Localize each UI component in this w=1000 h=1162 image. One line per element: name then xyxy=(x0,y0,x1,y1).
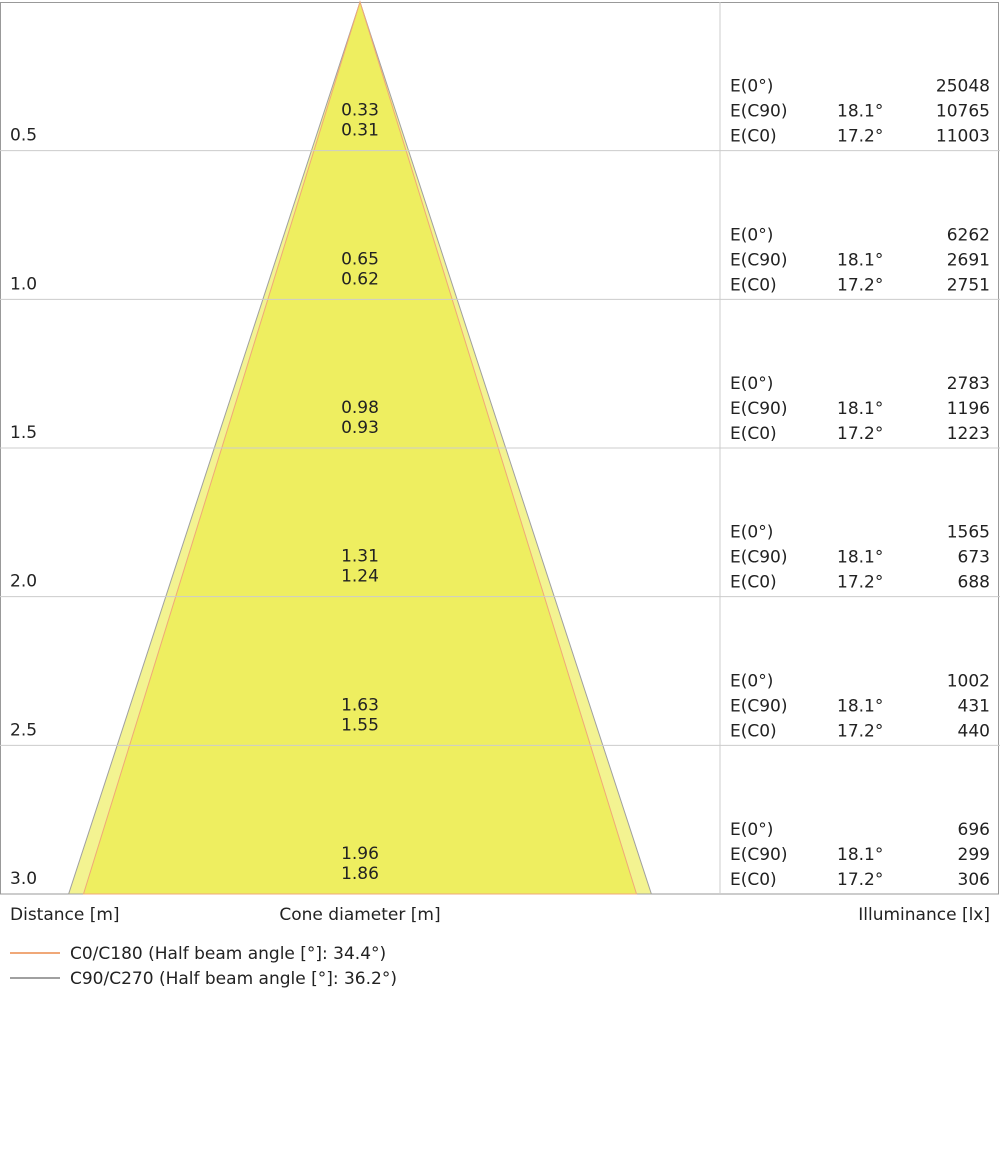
reading-angle: 17.2° xyxy=(837,721,883,741)
reading-label: E(C90) xyxy=(730,845,788,865)
reading-value: 696 xyxy=(958,820,990,840)
reading-label: E(C90) xyxy=(730,548,788,568)
axis-label: Cone diameter [m] xyxy=(279,905,440,925)
reading-value: 2783 xyxy=(947,374,990,394)
reading-value: 11003 xyxy=(936,127,990,147)
reading-label: E(C90) xyxy=(730,399,788,419)
reading-angle: 17.2° xyxy=(837,127,883,147)
reading-value: 10765 xyxy=(936,102,990,122)
axis-label: Illuminance [lx] xyxy=(858,905,990,925)
reading-label: E(C0) xyxy=(730,721,777,741)
reading-label: E(0°) xyxy=(730,523,773,543)
distance-label: 2.5 xyxy=(10,720,37,740)
reading-angle: 17.2° xyxy=(837,424,883,444)
reading-value: 1223 xyxy=(947,424,990,444)
reading-angle: 18.1° xyxy=(837,845,883,865)
diameter-c0: 0.62 xyxy=(341,269,379,289)
reading-value: 25048 xyxy=(936,77,990,97)
reading-label: E(0°) xyxy=(730,820,773,840)
reading-label: E(C0) xyxy=(730,424,777,444)
reading-value: 440 xyxy=(958,721,990,741)
distance-label: 1.0 xyxy=(10,274,37,294)
reading-label: E(C0) xyxy=(730,275,777,295)
diameter-c90: 1.31 xyxy=(341,547,379,567)
reading-value: 1002 xyxy=(947,671,990,691)
diameter-c0: 1.86 xyxy=(341,864,379,884)
diameter-c0: 1.55 xyxy=(341,715,379,735)
reading-angle: 17.2° xyxy=(837,573,883,593)
reading-value: 306 xyxy=(958,870,990,890)
reading-value: 431 xyxy=(958,696,990,716)
reading-angle: 18.1° xyxy=(837,696,883,716)
legend-label: C90/C270 (Half beam angle [°]: 36.2°) xyxy=(70,969,397,989)
axis-label: Distance [m] xyxy=(10,905,120,925)
reading-value: 2751 xyxy=(947,275,990,295)
reading-label: E(C0) xyxy=(730,573,777,593)
distance-label: 1.5 xyxy=(10,423,37,443)
diameter-c90: 0.98 xyxy=(341,398,379,418)
reading-angle: 17.2° xyxy=(837,870,883,890)
reading-label: E(C90) xyxy=(730,250,788,270)
diameter-c90: 1.96 xyxy=(341,844,379,864)
reading-value: 1196 xyxy=(947,399,990,419)
reading-label: E(0°) xyxy=(730,374,773,394)
diameter-c0: 0.31 xyxy=(341,121,379,141)
reading-label: E(C90) xyxy=(730,696,788,716)
reading-angle: 18.1° xyxy=(837,548,883,568)
diameter-c90: 1.63 xyxy=(341,695,379,715)
reading-label: E(C0) xyxy=(730,870,777,890)
reading-angle: 18.1° xyxy=(837,399,883,419)
reading-angle: 18.1° xyxy=(837,250,883,270)
diameter-c0: 0.93 xyxy=(341,418,379,438)
reading-angle: 17.2° xyxy=(837,275,883,295)
reading-label: E(C90) xyxy=(730,102,788,122)
diameter-c90: 0.65 xyxy=(341,249,379,269)
reading-value: 6262 xyxy=(947,225,990,245)
distance-label: 3.0 xyxy=(10,869,37,889)
reading-label: E(0°) xyxy=(730,77,773,97)
reading-value: 2691 xyxy=(947,250,990,270)
reading-value: 673 xyxy=(958,548,990,568)
legend-label: C0/C180 (Half beam angle [°]: 34.4°) xyxy=(70,944,386,964)
reading-value: 299 xyxy=(958,845,990,865)
reading-angle: 18.1° xyxy=(837,102,883,122)
diameter-c90: 0.33 xyxy=(341,101,379,121)
distance-label: 0.5 xyxy=(10,126,37,146)
distance-label: 2.0 xyxy=(10,572,37,592)
reading-value: 1565 xyxy=(947,523,990,543)
reading-value: 688 xyxy=(958,573,990,593)
reading-label: E(0°) xyxy=(730,671,773,691)
reading-label: E(0°) xyxy=(730,225,773,245)
diameter-c0: 1.24 xyxy=(341,567,379,587)
reading-label: E(C0) xyxy=(730,127,777,147)
